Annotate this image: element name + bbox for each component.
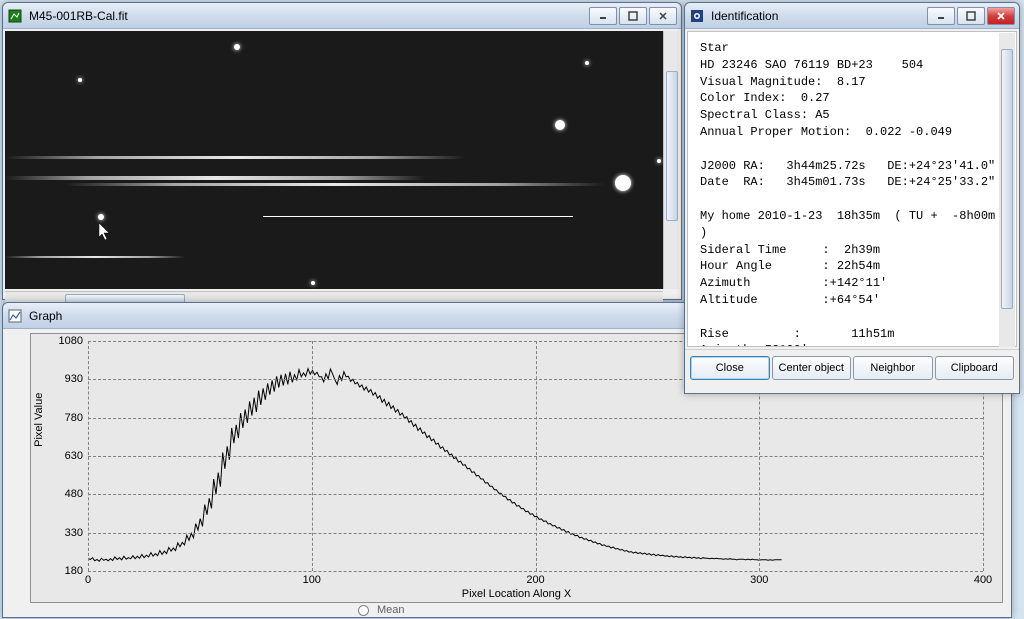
- clipboard-button[interactable]: Clipboard: [935, 356, 1015, 380]
- maximize-button[interactable]: [957, 7, 985, 25]
- star: [98, 214, 104, 220]
- star: [78, 78, 82, 82]
- star: [234, 44, 240, 50]
- star-trail: [5, 176, 425, 180]
- graph-icon: [7, 308, 23, 324]
- y-tick-label: 1080: [55, 335, 83, 347]
- star: [311, 281, 315, 285]
- image-window-title: M45-001RB-Cal.fit: [29, 9, 581, 23]
- ident-button-row: Close Center object Neighbor Clipboard: [685, 349, 1019, 386]
- close-button[interactable]: [649, 7, 677, 25]
- close-button[interactable]: [987, 7, 1015, 25]
- scrollbar-thumb[interactable]: [666, 71, 678, 221]
- minimize-button[interactable]: [589, 7, 617, 25]
- star-trail: [65, 183, 605, 186]
- center-object-button[interactable]: Center object: [772, 356, 852, 380]
- x-axis-label: Pixel Location Along X: [462, 588, 571, 600]
- y-tick-label: 780: [55, 412, 83, 424]
- close-dialog-button[interactable]: Close: [690, 356, 770, 380]
- x-tick-label: 300: [750, 574, 768, 586]
- ident-window-title: Identification: [711, 9, 919, 23]
- ident-vertical-scrollbar[interactable]: [999, 33, 1015, 347]
- x-tick-label: 200: [526, 574, 544, 586]
- image-viewer-window: M45-001RB-Cal.fit: [2, 2, 682, 300]
- y-axis-label: Pixel Value: [33, 393, 45, 447]
- x-tick-label: 0: [85, 574, 91, 586]
- star: [585, 61, 589, 65]
- y-tick-label: 330: [55, 527, 83, 539]
- mean-radio-label: Mean: [377, 604, 405, 616]
- x-tick-label: 400: [974, 574, 992, 586]
- image-window-titlebar[interactable]: M45-001RB-Cal.fit: [3, 3, 681, 29]
- minimize-button[interactable]: [927, 7, 955, 25]
- star-trail: [5, 156, 465, 159]
- star: [555, 120, 565, 130]
- ident-icon: [689, 8, 705, 24]
- mouse-cursor-icon: [99, 223, 113, 244]
- graph-controls: Mean: [30, 603, 405, 617]
- star-trail: [5, 256, 185, 258]
- y-tick-label: 180: [55, 565, 83, 577]
- ident-window-titlebar[interactable]: Identification: [685, 3, 1019, 29]
- star: [615, 175, 631, 191]
- y-tick-label: 930: [55, 373, 83, 385]
- mean-radio[interactable]: [358, 605, 369, 616]
- y-tick-label: 480: [55, 488, 83, 500]
- image-vertical-scrollbar[interactable]: [663, 31, 679, 289]
- selection-line: [263, 216, 573, 217]
- astronomical-image[interactable]: [5, 31, 679, 289]
- y-tick-label: 630: [55, 450, 83, 462]
- star: [657, 159, 661, 163]
- app-icon: [7, 8, 23, 24]
- identification-text: Star HD 23246 SAO 76119 BD+23 504 Visual…: [687, 31, 1017, 347]
- x-tick-label: 100: [303, 574, 321, 586]
- neighbor-button[interactable]: Neighbor: [853, 356, 933, 380]
- maximize-button[interactable]: [619, 7, 647, 25]
- scrollbar-thumb[interactable]: [1001, 49, 1013, 309]
- identification-window: Identification Star HD 23246 SAO 76119 B…: [684, 2, 1020, 394]
